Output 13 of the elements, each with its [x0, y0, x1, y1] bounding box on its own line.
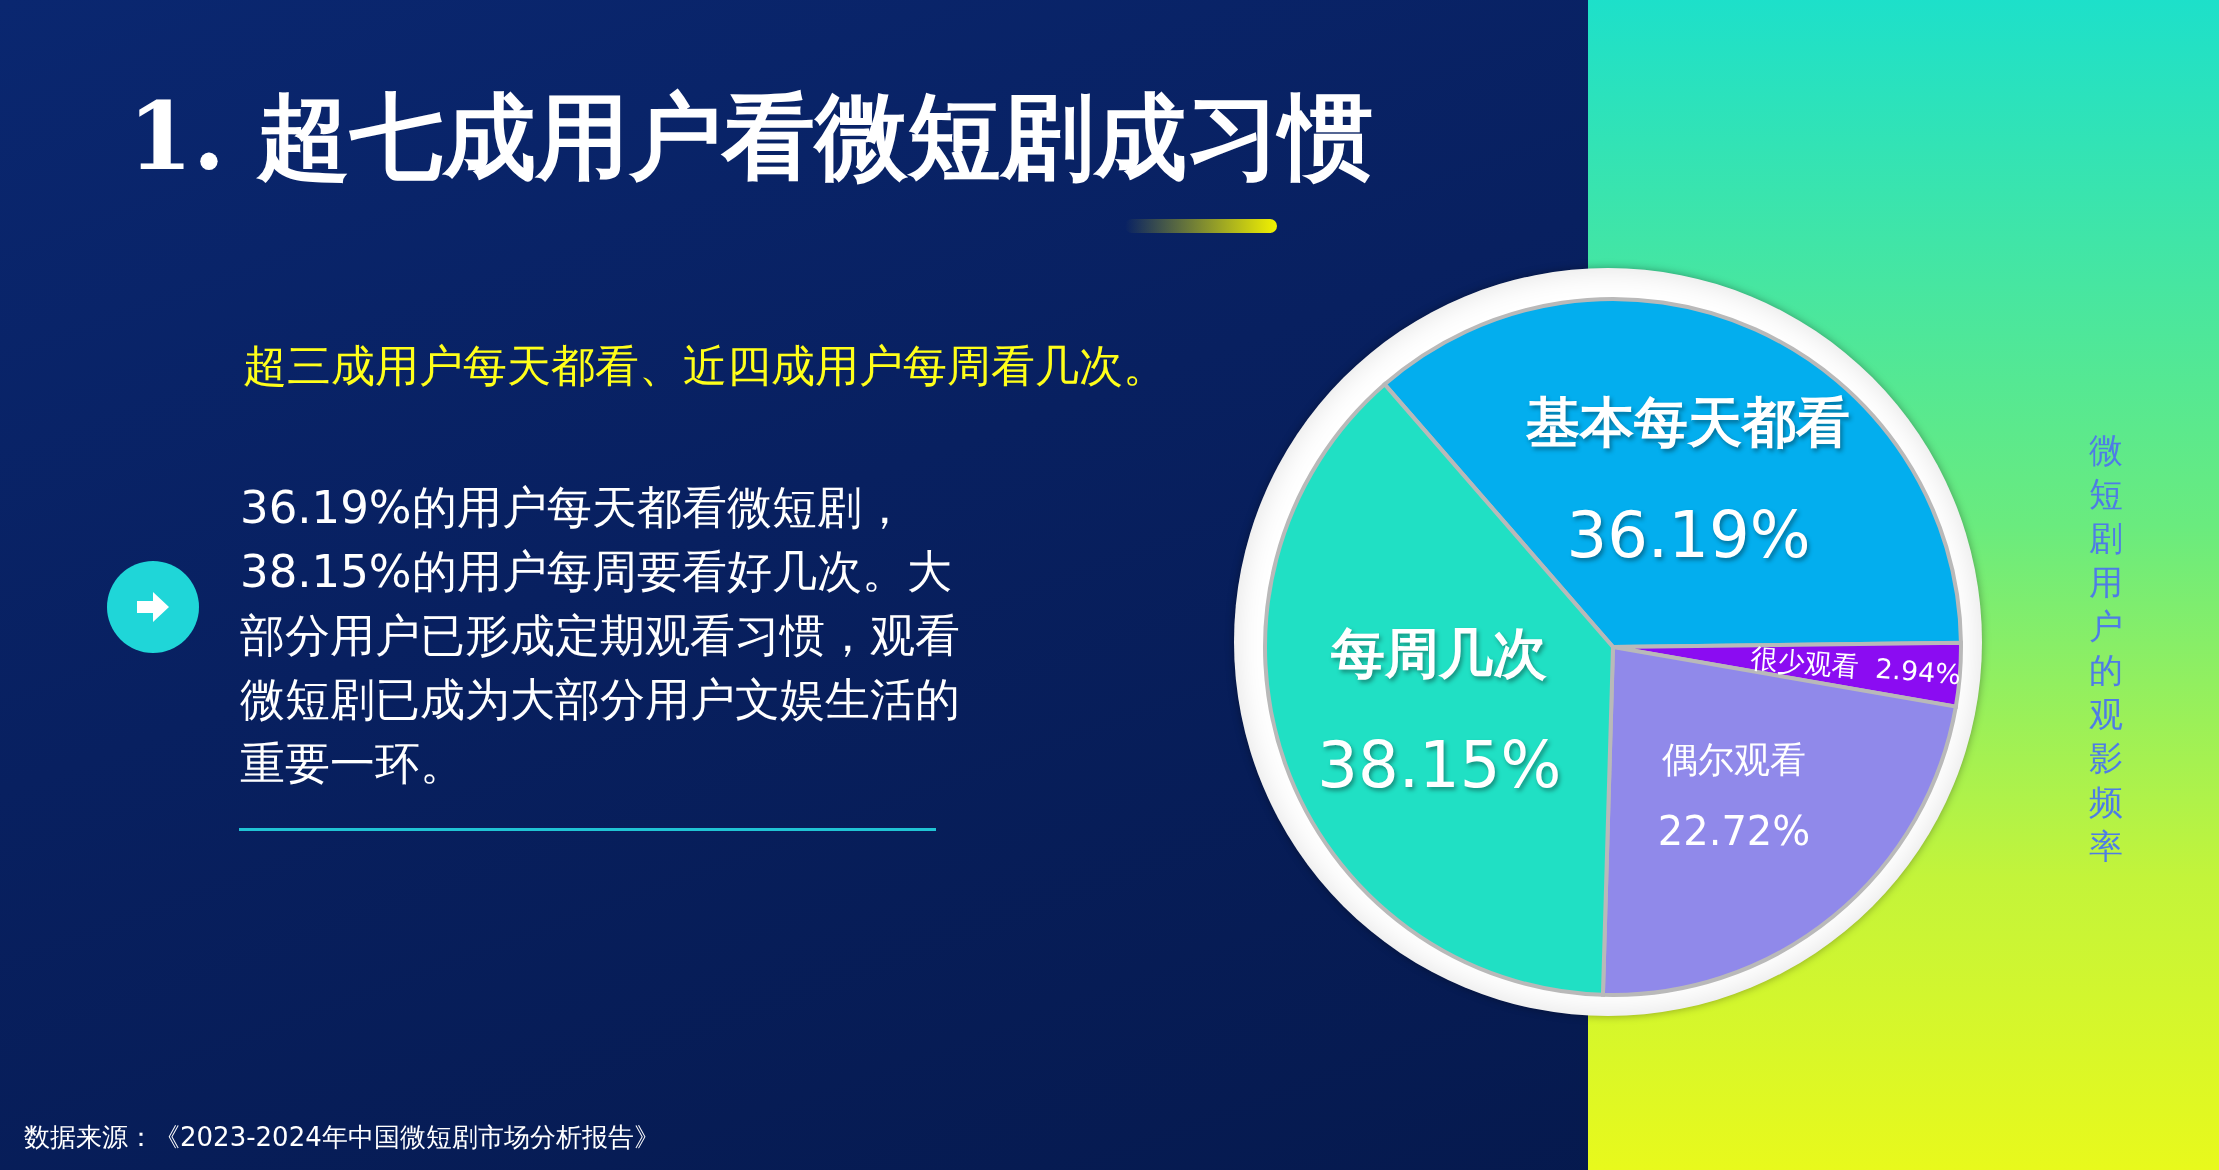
data-label: 38.15% — [1317, 728, 1562, 803]
source-note: 数据来源：《2023-2024年中国微短剧市场分析报告》 — [24, 1121, 660, 1154]
text: 微短剧用户的观影频率 — [2088, 430, 2123, 866]
data-label: 22.72% — [1657, 808, 1811, 855]
text: 超三成用户每天都看、近四成用户每周看几次。 — [243, 339, 1167, 393]
chart-title: 1. 超七成用户看微短剧成习惯 — [128, 81, 1374, 193]
slice-label: 很少观看 — [1749, 642, 1860, 683]
slice-label: 偶尔观看 — [1662, 738, 1807, 780]
text: 36.19%的用户每天都看微短剧，38.15%的用户每周要看好几次。大部分用户已形成定期观看习惯，观看微短剧已成为大部分用户文娱生活的重要一环。 — [240, 480, 961, 792]
slice-label: 每周几次 — [1330, 621, 1548, 685]
data-label: 2.94% — [1874, 652, 1963, 691]
data-label: 36.19% — [1566, 497, 1811, 572]
slice-label: 基本每天都看 — [1525, 391, 1851, 455]
